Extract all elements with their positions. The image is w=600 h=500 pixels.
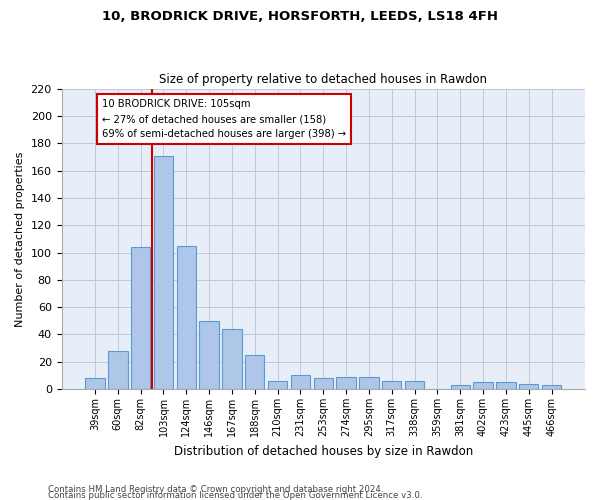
Bar: [473, 382, 493, 389]
Bar: [245, 355, 265, 389]
Bar: [542, 385, 561, 389]
Text: Contains HM Land Registry data © Crown copyright and database right 2024.: Contains HM Land Registry data © Crown c…: [48, 484, 383, 494]
Bar: [382, 381, 401, 389]
Bar: [451, 385, 470, 389]
Bar: [176, 246, 196, 389]
Bar: [154, 156, 173, 389]
Bar: [337, 377, 356, 389]
Bar: [222, 329, 242, 389]
Bar: [359, 377, 379, 389]
Bar: [291, 376, 310, 389]
Bar: [199, 321, 219, 389]
Bar: [85, 378, 105, 389]
X-axis label: Distribution of detached houses by size in Rawdon: Distribution of detached houses by size …: [173, 444, 473, 458]
Y-axis label: Number of detached properties: Number of detached properties: [15, 151, 25, 326]
Text: Contains public sector information licensed under the Open Government Licence v3: Contains public sector information licen…: [48, 490, 422, 500]
Bar: [496, 382, 515, 389]
Bar: [268, 381, 287, 389]
Bar: [131, 247, 151, 389]
Title: Size of property relative to detached houses in Rawdon: Size of property relative to detached ho…: [159, 73, 487, 86]
Bar: [405, 381, 424, 389]
Text: 10, BRODRICK DRIVE, HORSFORTH, LEEDS, LS18 4FH: 10, BRODRICK DRIVE, HORSFORTH, LEEDS, LS…: [102, 10, 498, 23]
Text: 10 BRODRICK DRIVE: 105sqm
← 27% of detached houses are smaller (158)
69% of semi: 10 BRODRICK DRIVE: 105sqm ← 27% of detac…: [102, 100, 346, 139]
Bar: [108, 351, 128, 389]
Bar: [519, 384, 538, 389]
Bar: [314, 378, 333, 389]
